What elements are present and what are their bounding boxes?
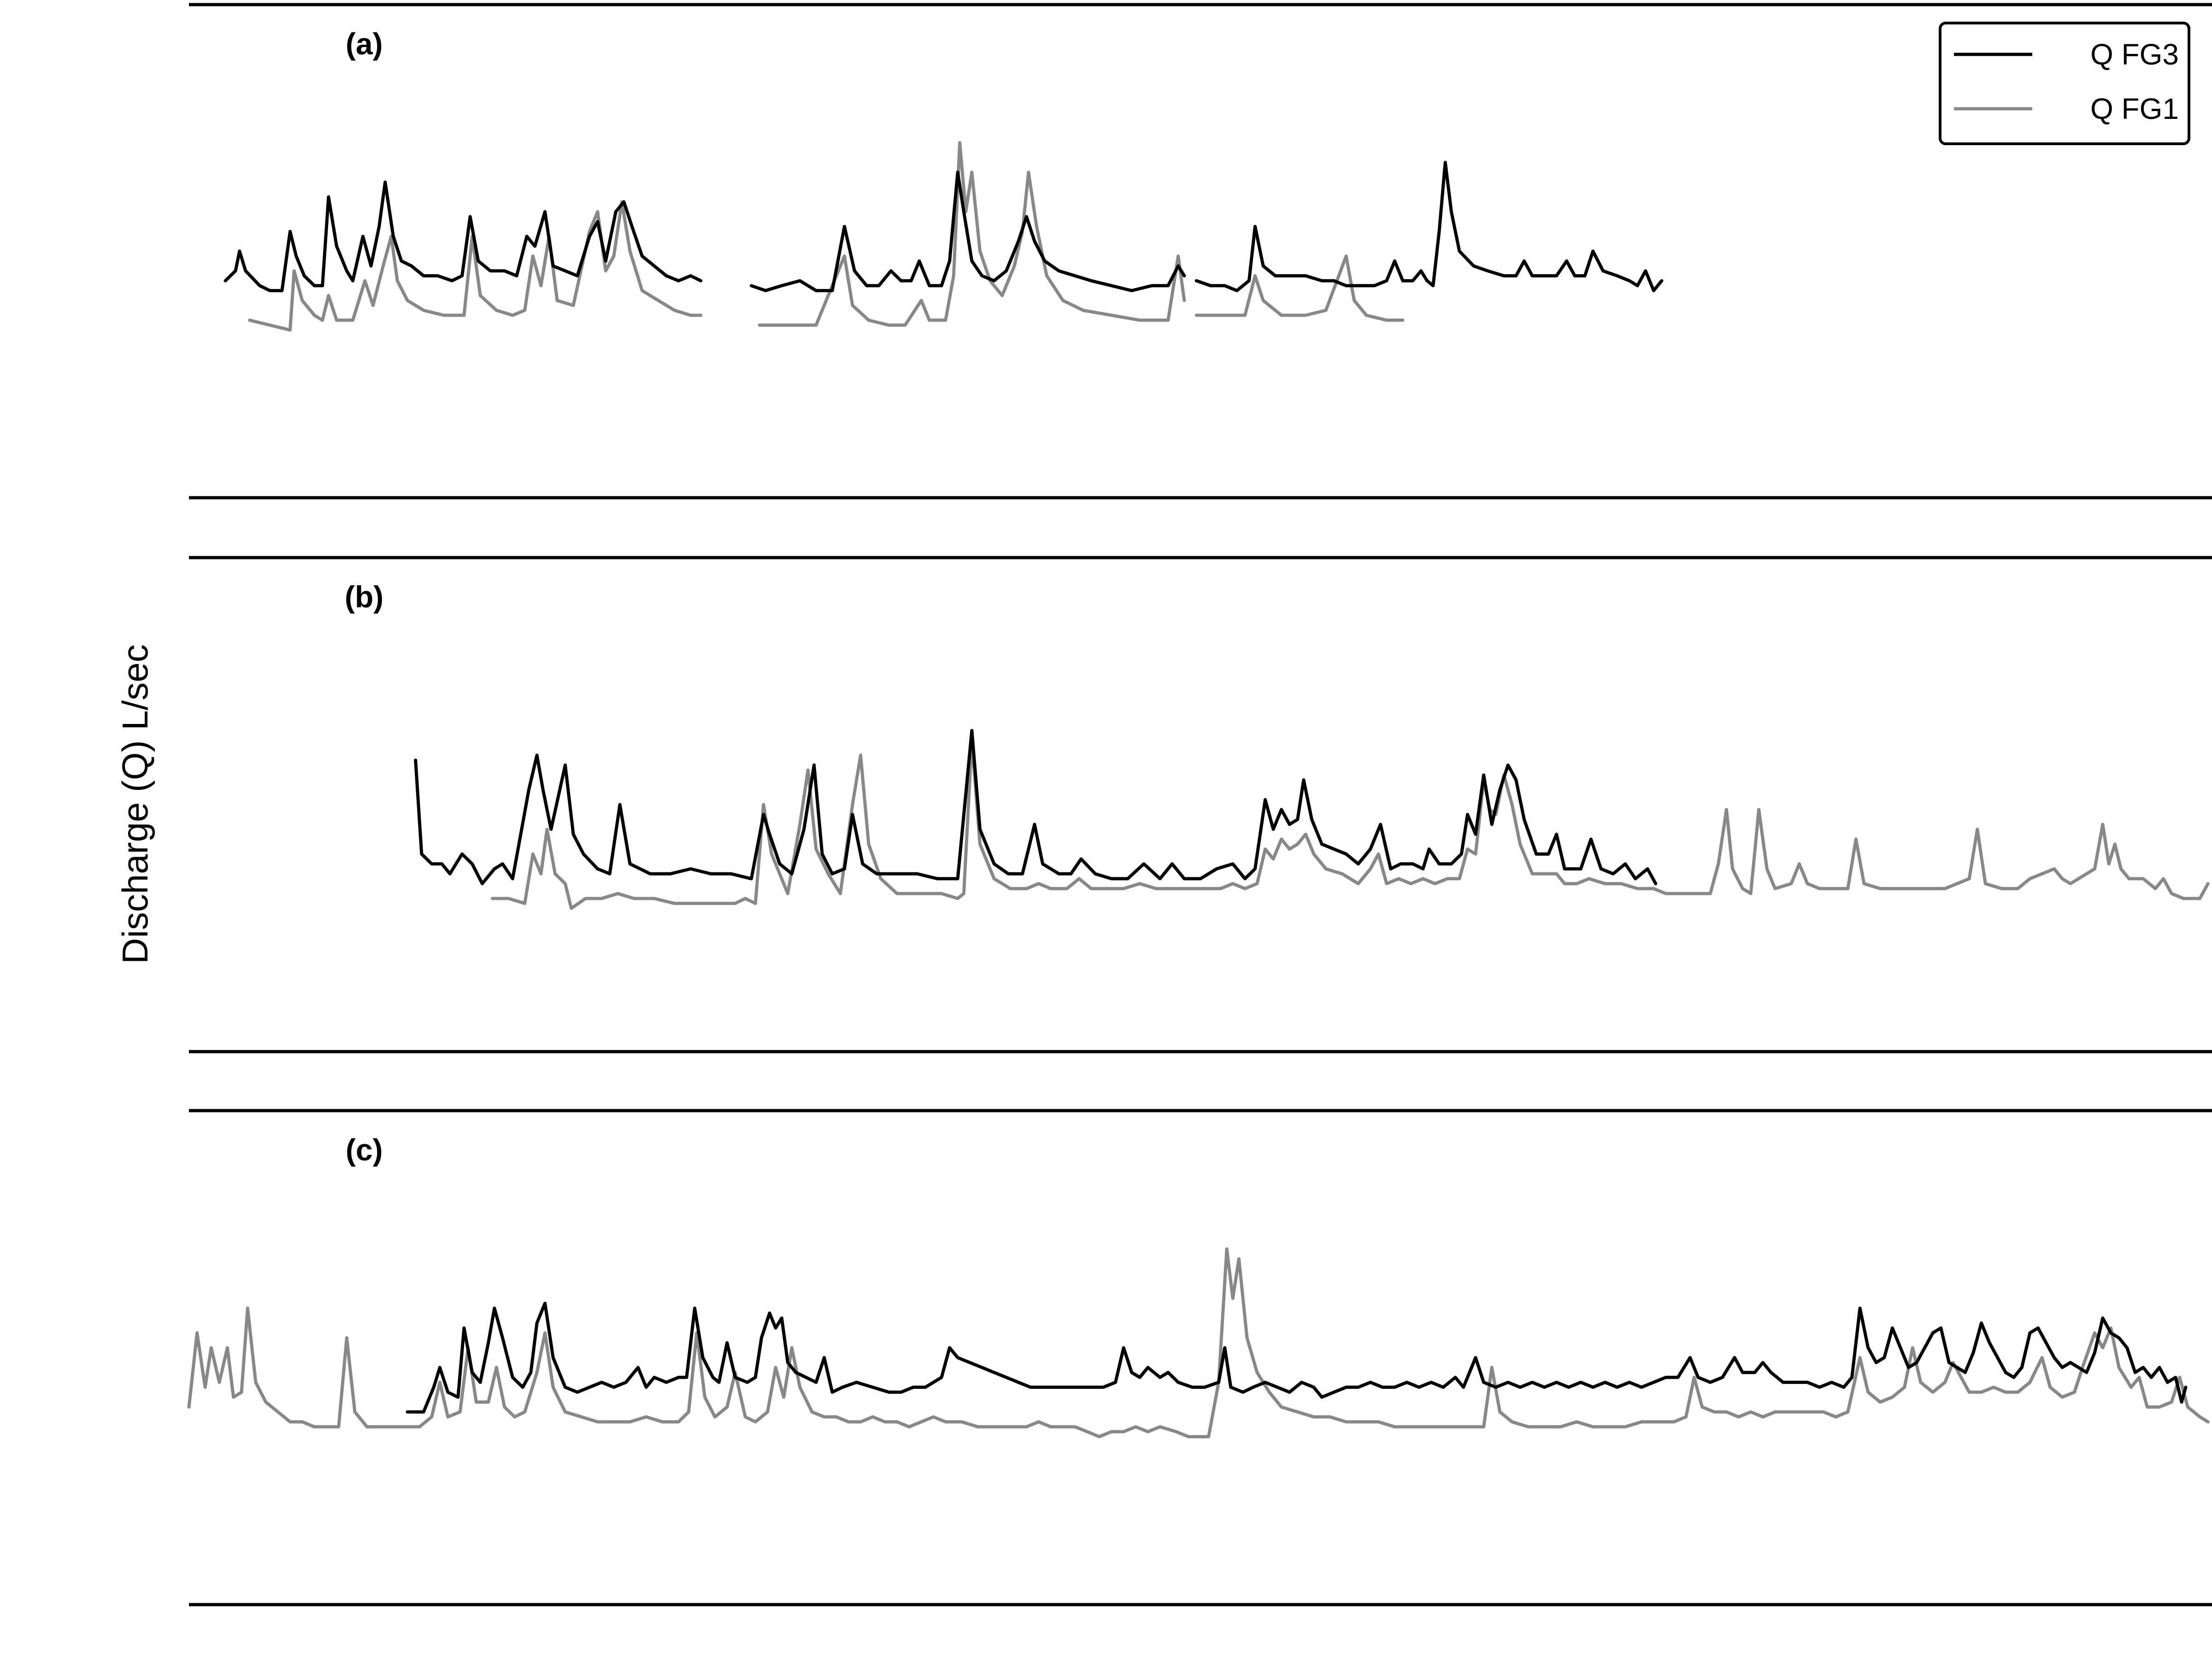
panel-c: (c) [187,1109,2212,1606]
panel-b-series [414,729,2210,910]
panel-a-q-fg3-line-segment-2 [749,171,1186,293]
panel-a-label: (a) [346,27,383,61]
legend-label-fg1: Q FG1 [2090,92,2179,125]
panel-b-label: (b) [345,580,383,614]
panel-a-q-fg3-line-segment-3 [1194,160,1664,293]
panel-c-q-fg3-line-segment-1 [406,1301,2188,1414]
legend-label-fg3: Q FG3 [2090,38,2179,71]
y-axis-label: Discharge (Q) L/sec [115,644,155,964]
panel-c-label: (c) [346,1133,383,1167]
panel-a-q-fg1-line-segment-2 [758,141,1186,327]
panel-c-series [187,1247,2210,1438]
panel-b-q-fg3-line-segment-1 [414,729,1658,885]
panel-b: (b) [189,556,2212,1053]
panel-a-q-fg3-line-segment-1 [224,180,703,293]
panel-a-q-fg1-line-segment-1 [248,200,703,332]
legend: Q FG3 Q FG1 [1939,22,2190,145]
panel-a-series [224,141,1664,332]
panel-a-q-fg1-line-segment-3 [1194,254,1405,322]
panel-a: (a) [189,3,2212,500]
panel-b-q-fg1-line-segment-1 [491,739,2210,910]
panel-c-q-fg1-line-segment-1 [187,1247,2210,1438]
